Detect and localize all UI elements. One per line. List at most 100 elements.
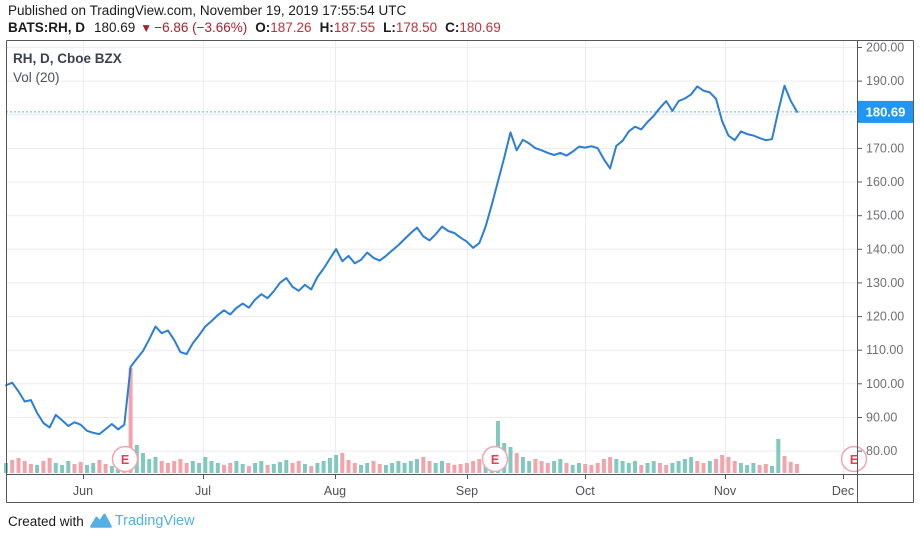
volume-bar (128, 368, 133, 473)
volume-bar (321, 461, 326, 473)
volume-bar (564, 463, 569, 473)
price-tick-label: 130.00 (866, 276, 904, 290)
volume-bar (278, 462, 282, 473)
volume-bar (670, 463, 675, 473)
low-label: L: (383, 20, 396, 35)
volume-bar (626, 463, 631, 473)
published-line: Published on TradingView.com, November 1… (8, 3, 407, 18)
volume-bar (714, 459, 718, 473)
volume-bar (352, 463, 357, 473)
tradingview-brand-link[interactable]: TradingView (114, 513, 195, 529)
month-label: Dec (832, 484, 854, 498)
volume-bar (415, 459, 419, 473)
month-label: Oct (575, 484, 595, 498)
symbol-quote-line: BATS:RH, D 180.69 ▼ −6.86 (−3.66%) O:187.26 H… (8, 20, 501, 35)
volume-bar (421, 457, 426, 473)
chart-legend: RH, D, Cboe BZX Vol (20) (13, 49, 122, 87)
volume-indicator-label: Vol (20) (13, 70, 60, 85)
high-label: H: (319, 20, 334, 35)
volume-bar (601, 459, 606, 473)
volume-bar (246, 466, 251, 473)
volume-bar (377, 464, 382, 473)
volume-bar (664, 465, 669, 473)
volume-bar (53, 463, 58, 473)
volume-bar (477, 459, 482, 473)
low-value: 178.50 (395, 20, 438, 35)
price-tick-label: 80.00 (866, 444, 897, 458)
month-label: Aug (324, 484, 346, 498)
volume-bar (408, 461, 413, 473)
earnings-marker-circle[interactable] (840, 445, 868, 473)
volume-bar (570, 465, 575, 473)
volume-bar (383, 465, 388, 473)
volume-bar (676, 461, 681, 473)
price-tick-label: 200.00 (866, 41, 904, 55)
volume-bar (340, 453, 345, 473)
created-with-text: Created with (8, 513, 84, 529)
month-label: Jul (195, 484, 211, 498)
volume-bar (78, 462, 83, 473)
volume-bar (533, 459, 538, 473)
price-tick-label: 170.00 (866, 141, 904, 155)
volume-bar (10, 460, 15, 473)
close-quote: C:180.69 (445, 20, 501, 35)
volume-bar (514, 453, 519, 473)
volume-bar (545, 463, 550, 473)
volume-bar (334, 455, 339, 473)
price-line-series (5, 84, 798, 436)
volume-bar (60, 465, 65, 473)
earnings-marker-circle[interactable] (111, 445, 139, 473)
volume-bar (91, 463, 96, 473)
high-quote: H:187.55 (320, 20, 376, 35)
volume-bar (763, 464, 768, 473)
volume-bar (633, 461, 637, 473)
price-tick-label: 110.00 (866, 343, 903, 357)
volume-bar (271, 464, 276, 473)
volume-bar (608, 457, 613, 473)
volume-bar (552, 461, 557, 473)
volume-bar (527, 461, 532, 473)
price-tick-label: 140.00 (866, 242, 904, 256)
volume-bar (222, 465, 226, 473)
volume-bar (253, 463, 258, 473)
tradingview-logo-icon (89, 513, 112, 528)
month-label: Sep (456, 484, 478, 498)
volume-bar (28, 464, 33, 473)
volume-bar (240, 464, 245, 473)
volume-bar (309, 466, 314, 473)
volume-bar (265, 465, 270, 473)
volume-bar (452, 465, 457, 473)
volume-bar (732, 461, 737, 473)
close-label: C: (445, 20, 460, 35)
volume-bar (795, 464, 799, 473)
volume-bar (284, 460, 289, 473)
volume-bar (290, 463, 295, 473)
volume-bar (22, 461, 27, 473)
price-tick-label: 190.00 (866, 74, 904, 88)
volume-bar (315, 463, 320, 473)
earnings-marker-circle[interactable] (481, 445, 509, 473)
volume-bar (165, 463, 170, 473)
volume-bar (47, 458, 52, 473)
volume-bar (440, 461, 444, 473)
volume-bar (109, 466, 114, 473)
volume-bar (72, 464, 77, 473)
last-price-label-text: 180.69 (866, 104, 906, 119)
volume-bar (35, 465, 40, 473)
volume-bar (539, 461, 544, 473)
volume-bar (595, 463, 600, 473)
volume-bar (639, 465, 644, 473)
volume-bar (788, 462, 793, 473)
symbol-name: BATS:RH, D (8, 20, 85, 35)
footer-attribution: Created with TradingView (8, 510, 195, 532)
volume-bar (751, 463, 756, 473)
volume-bar (203, 457, 208, 473)
open-value: 187.26 (270, 20, 312, 35)
volume-bar (296, 461, 301, 473)
volume-bar (707, 461, 712, 473)
volume-bar (689, 457, 694, 473)
volume-bar (458, 464, 463, 473)
volume-bar (446, 463, 451, 473)
